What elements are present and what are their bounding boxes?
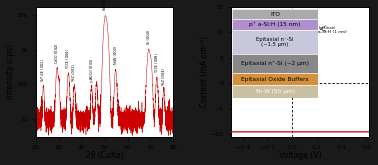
X-axis label: Voltage (V): Voltage (V): [279, 151, 321, 160]
Text: SrTiO$_3$ (002): SrTiO$_3$ (002): [102, 0, 109, 12]
Y-axis label: Current (mA cm⁻²): Current (mA cm⁻²): [200, 36, 209, 107]
Text: Si (004): Si (004): [147, 30, 150, 44]
Text: YSZ (002): YSZ (002): [73, 65, 76, 82]
Text: YSZ (004): YSZ (004): [162, 68, 166, 86]
Text: NiW (002): NiW (002): [114, 46, 118, 64]
Text: CeO$_2$ (002): CeO$_2$ (002): [53, 42, 61, 64]
Text: Y$_2$O$_3$ (008): Y$_2$O$_3$ (008): [153, 51, 161, 73]
Text: Intrinsic
a-Si:H (1 nm): Intrinsic a-Si:H (1 nm): [318, 26, 347, 34]
X-axis label: 2θ (CuKα): 2θ (CuKα): [86, 151, 124, 160]
Y-axis label: Intensity (cps): Intensity (cps): [6, 44, 15, 99]
Text: SrTiO$_3$ (001): SrTiO$_3$ (001): [40, 57, 47, 82]
Text: $\gamma$-Al$_2$O$_3$ (002): $\gamma$-Al$_2$O$_3$ (002): [88, 57, 96, 83]
Text: Y$_2$O$_3$ (004): Y$_2$O$_3$ (004): [65, 48, 72, 69]
